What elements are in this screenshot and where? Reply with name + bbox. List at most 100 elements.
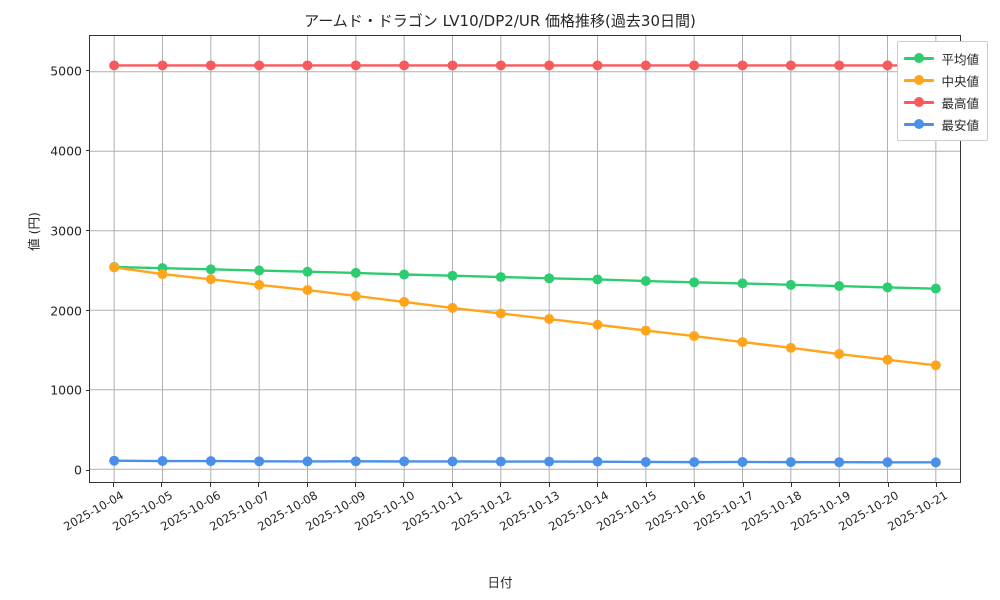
- legend-swatch-icon: [904, 95, 935, 109]
- data-point[interactable]: [737, 456, 748, 467]
- data-point[interactable]: [157, 269, 168, 280]
- data-point[interactable]: [592, 60, 603, 71]
- data-point[interactable]: [834, 457, 845, 468]
- data-point[interactable]: [109, 455, 120, 466]
- data-point[interactable]: [254, 456, 265, 467]
- data-point[interactable]: [254, 265, 265, 276]
- y-tick-mark: [86, 150, 90, 152]
- data-point[interactable]: [109, 262, 120, 273]
- y-axis-tick-labels: 0 1000 2000 3000 4000 5000: [30, 35, 90, 483]
- data-point[interactable]: [205, 264, 216, 275]
- data-point[interactable]: [689, 457, 700, 468]
- data-point[interactable]: [495, 456, 506, 467]
- x-tick-mark: [548, 483, 550, 487]
- y-tick-label: 4000: [50, 143, 82, 159]
- data-point[interactable]: [640, 325, 651, 336]
- legend-label: 中央値: [941, 73, 979, 89]
- grid-lines: [90, 36, 960, 482]
- y-tick-label: 1000: [50, 382, 82, 398]
- data-point[interactable]: [447, 60, 458, 71]
- data-point[interactable]: [302, 60, 313, 71]
- data-point[interactable]: [205, 274, 216, 285]
- data-point[interactable]: [447, 456, 458, 467]
- x-tick-mark: [403, 483, 405, 487]
- data-point[interactable]: [834, 60, 845, 71]
- x-tick-mark: [209, 483, 211, 487]
- legend-label: 平均値: [941, 51, 979, 67]
- x-tick-mark: [790, 483, 792, 487]
- data-point[interactable]: [544, 456, 555, 467]
- data-point[interactable]: [640, 60, 651, 71]
- data-point[interactable]: [350, 290, 361, 301]
- data-point[interactable]: [447, 302, 458, 313]
- data-point[interactable]: [302, 285, 313, 295]
- legend-item-1[interactable]: 平均値: [904, 47, 979, 69]
- data-point[interactable]: [785, 457, 796, 468]
- data-point[interactable]: [157, 456, 168, 466]
- y-tick-label: 3000: [50, 223, 82, 239]
- data-point[interactable]: [930, 283, 941, 294]
- data-point[interactable]: [350, 456, 361, 467]
- data-point[interactable]: [640, 276, 651, 286]
- data-point[interactable]: [882, 60, 893, 71]
- data-point[interactable]: [689, 331, 700, 342]
- data-point[interactable]: [592, 456, 603, 467]
- plot-area: [89, 35, 961, 483]
- x-tick-mark: [887, 483, 889, 487]
- legend-swatch-icon: [904, 51, 935, 65]
- data-point[interactable]: [254, 279, 265, 290]
- data-point[interactable]: [689, 277, 700, 288]
- data-point[interactable]: [544, 60, 555, 71]
- legend-item-3[interactable]: 最高値: [904, 91, 979, 113]
- y-tick-mark: [86, 469, 90, 471]
- data-point[interactable]: [495, 60, 506, 71]
- data-point[interactable]: [737, 337, 748, 348]
- data-point[interactable]: [785, 342, 796, 353]
- data-point[interactable]: [157, 60, 168, 71]
- legend-item-4[interactable]: 最安値: [904, 113, 979, 135]
- data-point[interactable]: [350, 267, 361, 278]
- data-point[interactable]: [254, 60, 265, 71]
- data-point[interactable]: [205, 60, 216, 71]
- data-point[interactable]: [399, 60, 410, 71]
- data-point[interactable]: [399, 296, 410, 307]
- data-point[interactable]: [592, 319, 603, 330]
- chart-legend: 平均値中央値最高値最安値: [897, 41, 988, 141]
- data-point[interactable]: [109, 60, 120, 71]
- data-point[interactable]: [930, 457, 941, 468]
- data-point[interactable]: [737, 278, 748, 289]
- x-tick-mark: [936, 483, 938, 487]
- data-point[interactable]: [495, 272, 506, 283]
- y-tick-label: 5000: [50, 63, 82, 79]
- data-point[interactable]: [834, 281, 845, 292]
- data-point[interactable]: [737, 60, 748, 71]
- data-point[interactable]: [640, 456, 651, 467]
- data-point[interactable]: [592, 274, 603, 285]
- data-point[interactable]: [350, 60, 361, 71]
- series-4: [109, 455, 941, 468]
- data-point[interactable]: [302, 456, 313, 467]
- legend-item-2[interactable]: 中央値: [904, 69, 979, 91]
- data-point[interactable]: [544, 314, 555, 325]
- data-point[interactable]: [399, 269, 410, 280]
- data-point[interactable]: [205, 456, 216, 467]
- data-point[interactable]: [882, 457, 893, 468]
- data-point[interactable]: [834, 349, 845, 359]
- data-point[interactable]: [495, 308, 506, 319]
- data-point[interactable]: [882, 354, 893, 365]
- data-point[interactable]: [689, 60, 700, 71]
- data-point[interactable]: [785, 60, 796, 71]
- data-point[interactable]: [785, 279, 796, 290]
- y-tick-mark: [86, 230, 90, 232]
- data-point[interactable]: [544, 273, 555, 284]
- data-point[interactable]: [399, 456, 410, 467]
- data-point[interactable]: [302, 266, 313, 277]
- data-point[interactable]: [882, 282, 893, 293]
- series-line: [112, 459, 938, 464]
- x-tick-mark: [694, 483, 696, 487]
- data-point[interactable]: [447, 270, 458, 281]
- x-tick-mark: [839, 483, 841, 487]
- legend-label: 最安値: [941, 117, 979, 133]
- data-point[interactable]: [930, 360, 941, 371]
- legend-swatch-icon: [904, 117, 935, 131]
